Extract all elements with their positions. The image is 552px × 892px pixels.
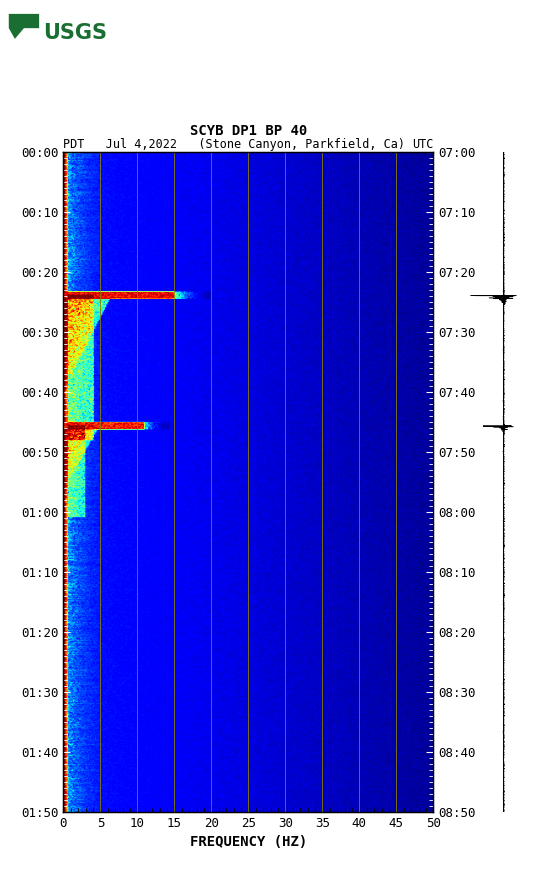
Text: USGS: USGS: [43, 23, 107, 43]
X-axis label: FREQUENCY (HZ): FREQUENCY (HZ): [190, 835, 307, 849]
Text: SCYB DP1 BP 40: SCYB DP1 BP 40: [190, 124, 307, 138]
Text: UTC: UTC: [412, 137, 433, 151]
Text: PDT   Jul 4,2022   (Stone Canyon, Parkfield, Ca): PDT Jul 4,2022 (Stone Canyon, Parkfield,…: [63, 137, 406, 151]
